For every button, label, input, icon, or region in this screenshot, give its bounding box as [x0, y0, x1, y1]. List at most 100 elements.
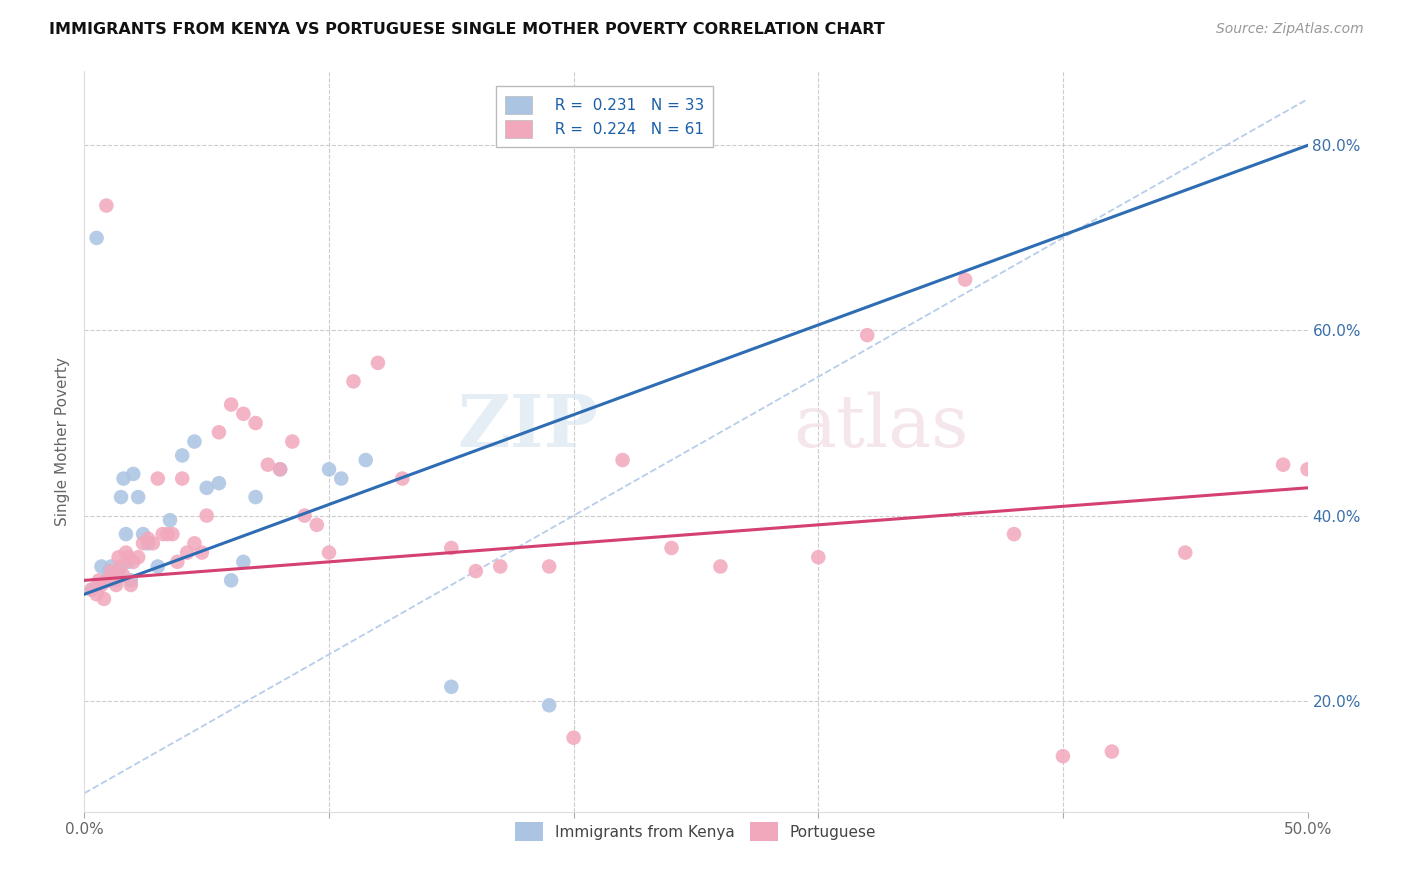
Point — [232, 555, 254, 569]
Point — [354, 453, 377, 467]
Point — [709, 559, 731, 574]
Point — [953, 272, 976, 286]
Point — [281, 434, 304, 449]
Point — [538, 559, 561, 574]
Point — [440, 680, 463, 694]
Point — [172, 471, 194, 485]
Text: IMMIGRANTS FROM KENYA VS PORTUGUESE SINGLE MOTHER POVERTY CORRELATION CHART: IMMIGRANTS FROM KENYA VS PORTUGUESE SING… — [49, 22, 884, 37]
Point — [156, 527, 179, 541]
Point — [1052, 749, 1074, 764]
Point — [103, 568, 125, 582]
Point — [208, 425, 231, 440]
Text: atlas: atlas — [794, 392, 969, 462]
Point — [110, 490, 132, 504]
Point — [195, 508, 218, 523]
Text: Source: ZipAtlas.com: Source: ZipAtlas.com — [1216, 22, 1364, 37]
Point — [318, 462, 340, 476]
Point — [96, 574, 118, 588]
Point — [132, 536, 155, 550]
Point — [80, 582, 103, 597]
Point — [110, 559, 132, 574]
Point — [489, 559, 512, 574]
Y-axis label: Single Mother Poverty: Single Mother Poverty — [55, 357, 70, 526]
Legend: Immigrants from Kenya, Portuguese: Immigrants from Kenya, Portuguese — [508, 814, 884, 848]
Point — [856, 328, 879, 343]
Point — [1272, 458, 1295, 472]
Point — [103, 568, 125, 582]
Point — [86, 231, 108, 245]
Point — [86, 587, 108, 601]
Point — [127, 490, 149, 504]
Point — [538, 698, 561, 713]
Point — [105, 574, 128, 588]
Point — [391, 471, 413, 485]
Point — [257, 458, 280, 472]
Point — [120, 574, 142, 588]
Point — [97, 574, 120, 588]
Point — [127, 550, 149, 565]
Point — [115, 527, 138, 541]
Point — [90, 578, 112, 592]
Point — [367, 356, 389, 370]
Point — [97, 564, 120, 578]
Point — [440, 541, 463, 555]
Point — [162, 527, 184, 541]
Point — [159, 513, 181, 527]
Point — [807, 550, 830, 565]
Point — [96, 198, 118, 212]
Point — [1296, 462, 1319, 476]
Point — [342, 375, 364, 389]
Point — [112, 471, 135, 485]
Point — [269, 462, 291, 476]
Point — [122, 467, 145, 481]
Point — [562, 731, 585, 745]
Point — [1101, 745, 1123, 759]
Point — [120, 578, 142, 592]
Point — [661, 541, 683, 555]
Point — [136, 536, 159, 550]
Point — [107, 564, 129, 578]
Point — [87, 574, 110, 588]
Point — [107, 550, 129, 565]
Point — [464, 564, 486, 578]
Point — [208, 476, 231, 491]
Point — [219, 574, 242, 588]
Point — [269, 462, 291, 476]
Point — [112, 568, 135, 582]
Point — [183, 536, 205, 550]
Point — [176, 546, 198, 560]
Point — [191, 546, 214, 560]
Point — [172, 449, 194, 463]
Point — [294, 508, 316, 523]
Point — [166, 555, 188, 569]
Point — [146, 471, 169, 485]
Point — [245, 490, 267, 504]
Point — [1002, 527, 1025, 541]
Point — [305, 517, 328, 532]
Point — [219, 398, 242, 412]
Point — [80, 582, 103, 597]
Point — [232, 407, 254, 421]
Point — [115, 546, 138, 560]
Point — [142, 536, 165, 550]
Point — [183, 434, 205, 449]
Point — [122, 555, 145, 569]
Point — [90, 559, 112, 574]
Point — [146, 559, 169, 574]
Point — [195, 481, 218, 495]
Point — [105, 578, 128, 592]
Point — [1174, 546, 1197, 560]
Point — [612, 453, 634, 467]
Point — [100, 559, 122, 574]
Point — [132, 527, 155, 541]
Point — [117, 555, 139, 569]
Point — [152, 527, 174, 541]
Point — [93, 591, 115, 606]
Text: ZIP: ZIP — [457, 392, 598, 462]
Point — [100, 564, 122, 578]
Point — [136, 532, 159, 546]
Point — [245, 416, 267, 430]
Point — [318, 546, 340, 560]
Point — [330, 471, 353, 485]
Point — [117, 550, 139, 565]
